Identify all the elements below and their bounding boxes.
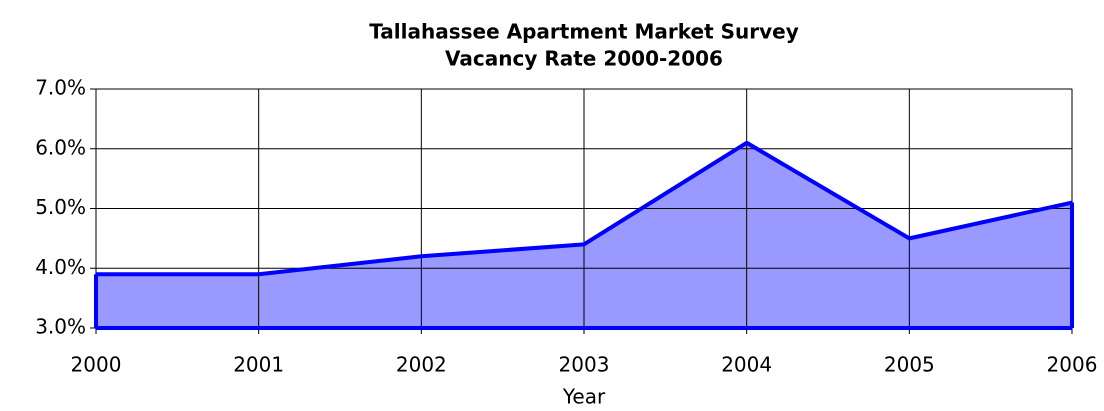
area — [96, 142, 1072, 328]
x-tick-label: 2003 — [559, 353, 610, 377]
x-tick-label: 2002 — [396, 353, 447, 377]
x-tick-label: 2004 — [721, 353, 772, 377]
y-tick-label: 6.0% — [35, 135, 86, 159]
line — [96, 140, 1073, 277]
chart-subtitle: Vacancy Rate 2000-2006 — [445, 47, 723, 71]
x-tick-label: 2000 — [71, 353, 122, 377]
y-tick-label: 7.0% — [35, 76, 86, 100]
x-tick-label: 2006 — [1047, 353, 1098, 377]
y-tick-label: 3.0% — [35, 315, 86, 339]
x-tick-label: 2005 — [884, 353, 935, 377]
x-tick-label: 2001 — [233, 353, 284, 377]
x-axis-label: Year — [562, 385, 606, 409]
chart-title: Tallahassee Apartment Market Survey — [369, 20, 799, 44]
y-tick-label: 5.0% — [35, 195, 86, 219]
y-tick-label: 4.0% — [35, 255, 86, 279]
area-outline — [94, 202, 1074, 330]
